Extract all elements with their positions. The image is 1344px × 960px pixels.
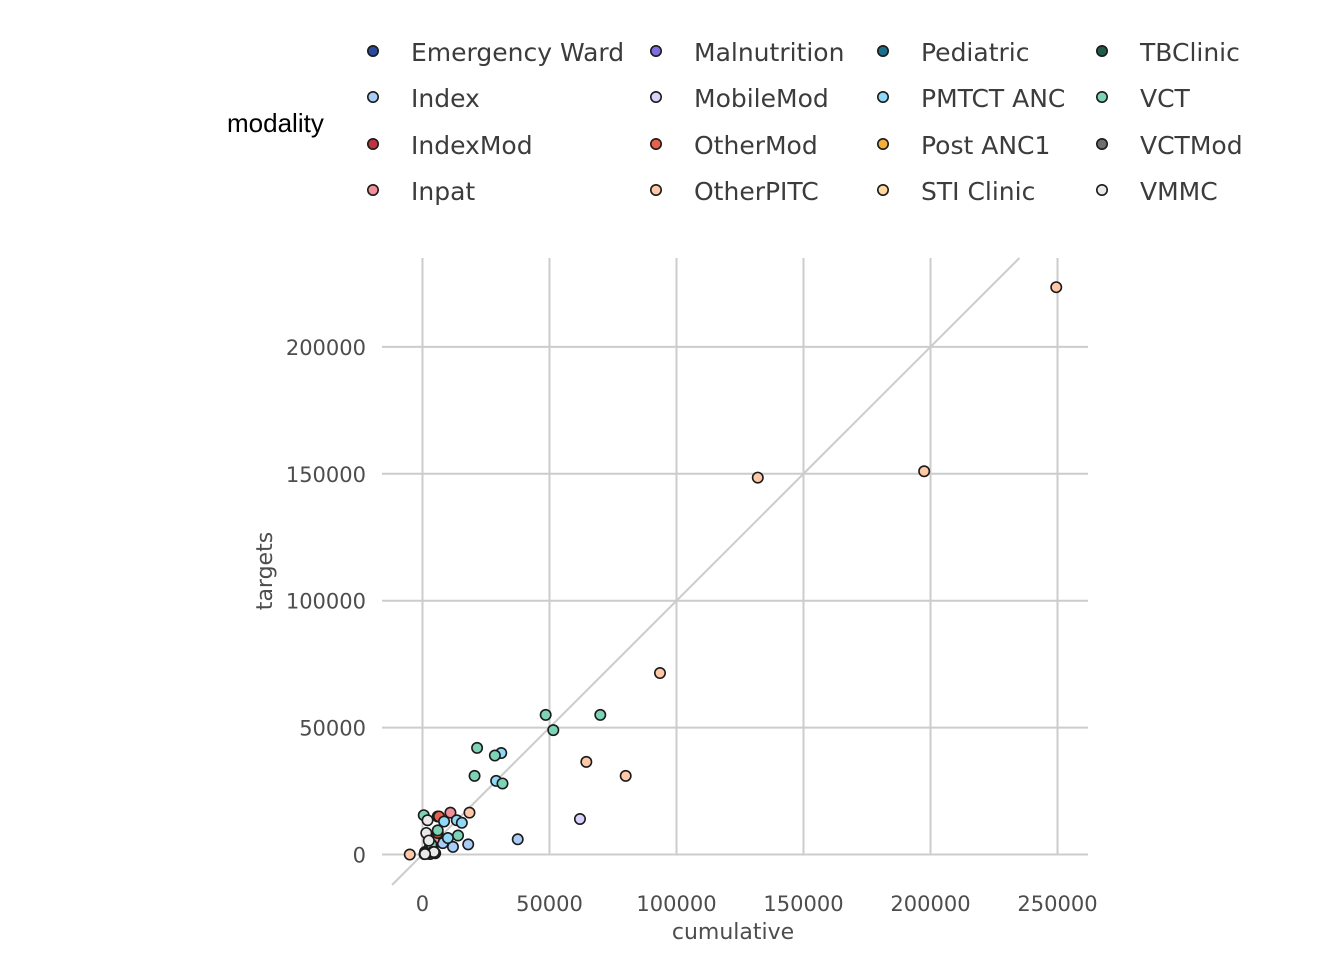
legend-key-vmmc bbox=[1096, 184, 1109, 197]
legend-label-indexmod: IndexMod bbox=[411, 131, 533, 160]
legend-item-emergency-ward: Emergency Ward bbox=[366, 38, 624, 67]
legend-label-mobilemod: MobileMod bbox=[694, 84, 829, 113]
x-axis-ticks: 0 50000 100000 150000 200000 250000 bbox=[416, 892, 1098, 916]
data-point-otherpitc bbox=[1050, 281, 1063, 294]
x-tick-label: 0 bbox=[416, 892, 429, 916]
data-point-vct bbox=[431, 824, 444, 837]
y-axis-ticks: 0 50000 100000 150000 200000 bbox=[286, 336, 366, 868]
legend-label-malnutrition: Malnutrition bbox=[694, 38, 844, 67]
legend-label-emergency-ward: Emergency Ward bbox=[411, 38, 624, 67]
legend-item-vctmod: VCTMod bbox=[1096, 131, 1243, 160]
data-point-vct bbox=[452, 829, 465, 842]
legend-item-vct: VCT bbox=[1096, 84, 1191, 113]
data-point-vct bbox=[547, 724, 560, 737]
legend-key-sti-clinic bbox=[876, 184, 889, 197]
data-point-otherpitc bbox=[918, 465, 931, 478]
y-axis-title: targets bbox=[253, 532, 278, 610]
data-point-otherpitc bbox=[751, 471, 764, 484]
legend-item-pediatric: Pediatric bbox=[876, 38, 1029, 67]
data-point-vct bbox=[496, 777, 509, 790]
data-point-vmmc bbox=[419, 848, 432, 861]
legend-key-mobilemod bbox=[649, 91, 662, 104]
y-tick-label: 200000 bbox=[286, 336, 366, 360]
data-point-index bbox=[462, 838, 475, 851]
legend-key-othermod bbox=[649, 138, 662, 151]
legend-item-sti-clinic: STI Clinic bbox=[876, 177, 1035, 206]
legend-item-indexmod: IndexMod bbox=[366, 131, 533, 160]
legend-key-post-anc1 bbox=[876, 138, 889, 151]
data-point-otherpitc bbox=[580, 755, 593, 768]
x-tick-label: 100000 bbox=[636, 892, 716, 916]
legend-item-tbclinic: TBClinic bbox=[1096, 38, 1240, 67]
data-point-vct bbox=[594, 708, 607, 721]
data-point-index bbox=[446, 840, 459, 853]
y-tick-label: 50000 bbox=[299, 717, 366, 741]
data-point-vct bbox=[471, 741, 484, 754]
data-point-otherpitc bbox=[403, 848, 416, 861]
legend-label-sti-clinic: STI Clinic bbox=[921, 177, 1035, 206]
data-point-otherpitc bbox=[463, 806, 476, 819]
legend-key-otherpitc bbox=[649, 184, 662, 197]
legend-item-othermod: OtherMod bbox=[649, 131, 818, 160]
legend: modality Emergency Ward Index IndexMod Inpa… bbox=[227, 38, 1243, 206]
legend-item-vmmc: VMMC bbox=[1096, 177, 1218, 206]
gridlines bbox=[382, 258, 1088, 856]
legend-key-index bbox=[366, 91, 379, 104]
legend-label-index: Index bbox=[411, 84, 480, 113]
data-point-vct bbox=[488, 749, 501, 762]
x-axis-title: cumulative bbox=[672, 920, 794, 945]
data-points bbox=[403, 281, 1063, 861]
data-point-pmtct-anc bbox=[438, 815, 451, 828]
legend-key-emergency-ward bbox=[366, 44, 379, 57]
data-point-pmtct-anc bbox=[441, 832, 454, 845]
data-point-inpat bbox=[444, 806, 457, 819]
legend-key-pmtct-anc bbox=[876, 91, 889, 104]
legend-key-malnutrition bbox=[649, 44, 662, 57]
legend-item-otherpitc: OtherPITC bbox=[649, 177, 819, 206]
y-tick-label: 150000 bbox=[286, 463, 366, 487]
legend-key-indexmod bbox=[366, 138, 379, 151]
y-tick-label: 100000 bbox=[286, 590, 366, 614]
legend-item-pmtct-anc: PMTCT ANC bbox=[876, 84, 1065, 113]
legend-label-inpat: Inpat bbox=[411, 177, 475, 206]
data-point-vct bbox=[539, 708, 552, 721]
legend-key-vctmod bbox=[1096, 138, 1109, 151]
reference-line bbox=[391, 257, 1021, 886]
x-tick-label: 50000 bbox=[516, 892, 583, 916]
legend-label-vct: VCT bbox=[1140, 84, 1191, 113]
legend-label-pmtct-anc: PMTCT ANC bbox=[921, 84, 1065, 113]
legend-label-vctmod: VCTMod bbox=[1140, 131, 1243, 160]
x-tick-label: 250000 bbox=[1017, 892, 1097, 916]
data-point-vmmc bbox=[422, 834, 435, 847]
legend-label-pediatric: Pediatric bbox=[921, 38, 1029, 67]
legend-key-vct bbox=[1096, 91, 1109, 104]
legend-title: modality bbox=[227, 108, 324, 138]
legend-item-post-anc1: Post ANC1 bbox=[876, 131, 1050, 160]
data-point-otherpitc bbox=[653, 667, 666, 680]
legend-item-malnutrition: Malnutrition bbox=[649, 38, 844, 67]
legend-label-tbclinic: TBClinic bbox=[1139, 38, 1240, 67]
legend-label-vmmc: VMMC bbox=[1140, 177, 1218, 206]
legend-label-othermod: OtherMod bbox=[694, 131, 818, 160]
data-point-mobilemod bbox=[573, 812, 586, 825]
x-tick-label: 200000 bbox=[890, 892, 970, 916]
legend-key-pediatric bbox=[876, 44, 889, 57]
legend-key-inpat bbox=[366, 184, 379, 197]
legend-item-mobilemod: MobileMod bbox=[649, 84, 829, 113]
x-tick-label: 150000 bbox=[763, 892, 843, 916]
data-point-otherpitc bbox=[619, 769, 632, 782]
data-point-index bbox=[511, 833, 524, 846]
y-tick-label: 0 bbox=[353, 844, 366, 868]
legend-key-tbclinic bbox=[1096, 44, 1109, 57]
data-point-vct bbox=[468, 769, 481, 782]
legend-label-otherpitc: OtherPITC bbox=[694, 177, 819, 206]
data-point-vmmc bbox=[421, 814, 434, 827]
identity-line bbox=[391, 257, 1021, 886]
legend-item-index: Index bbox=[366, 84, 480, 113]
data-point-pmtct-anc bbox=[455, 816, 468, 829]
legend-label-post-anc1: Post ANC1 bbox=[921, 131, 1050, 160]
legend-item-inpat: Inpat bbox=[366, 177, 475, 206]
